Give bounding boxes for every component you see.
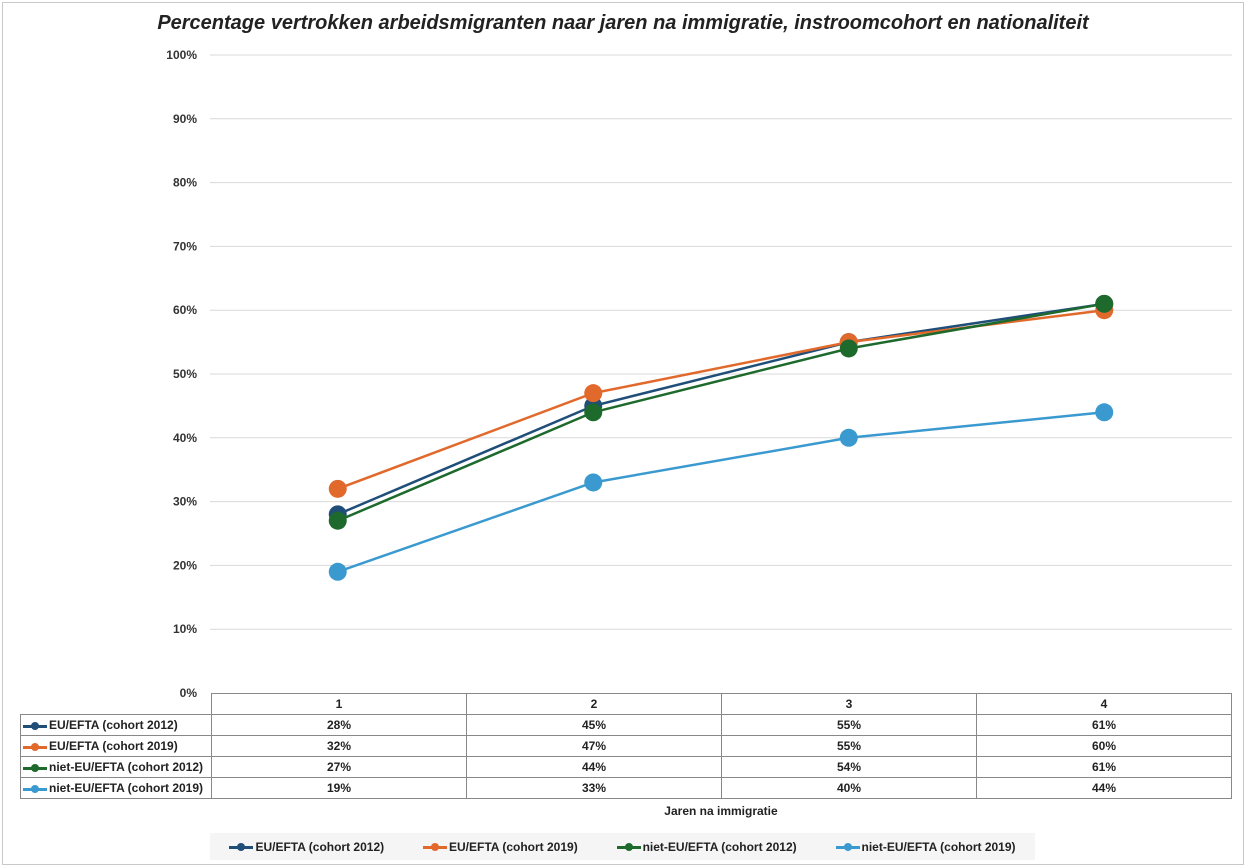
- y-tick-label: 100%: [166, 48, 197, 62]
- data-label: 40%: [721, 777, 977, 799]
- data-point: [328, 511, 347, 530]
- table-row: EU/EFTA (cohort 2012) 28% 45% 55% 61%: [20, 714, 1232, 736]
- series-key-icon: [23, 763, 47, 773]
- y-tick-label: 90%: [173, 112, 197, 126]
- legend-key-icon: [423, 842, 448, 852]
- legend: EU/EFTA (cohort 2012) EU/EFTA (cohort 201…: [210, 833, 1035, 860]
- series-key-icon: [23, 721, 47, 731]
- data-point: [1095, 294, 1114, 313]
- data-label: 47%: [466, 735, 722, 757]
- x-category-label: 1: [211, 693, 467, 715]
- legend-label: niet-EU/EFTA (cohort 2019): [861, 839, 1016, 854]
- table-row: niet-EU/EFTA (cohort 2019) 19% 33% 40% 44%: [20, 777, 1232, 799]
- data-label: 45%: [466, 714, 722, 736]
- data-point: [584, 384, 603, 403]
- chart-title: Percentage vertrokken arbeidsmigranten n…: [157, 12, 1089, 34]
- data-label: 61%: [976, 714, 1232, 736]
- legend-label: niet-EU/EFTA (cohort 2012): [642, 839, 797, 854]
- series-label: EU/EFTA (cohort 2012): [20, 714, 212, 736]
- table-corner: [21, 694, 212, 715]
- y-tick-label: 40%: [173, 431, 197, 445]
- y-tick-label: 70%: [173, 239, 197, 253]
- data-label: 33%: [466, 777, 722, 799]
- data-point: [584, 473, 603, 492]
- series-label: EU/EFTA (cohort 2019): [20, 735, 212, 757]
- data-table: 1 2 3 4 EU/EFTA (cohort 2012) 28% 45% 55% 61% EU/…: [20, 693, 1232, 799]
- legend-item: EU/EFTA (cohort 2012): [229, 840, 384, 854]
- data-point: [584, 403, 603, 422]
- data-point: [839, 428, 858, 447]
- data-label: 60%: [976, 735, 1232, 757]
- data-label: 61%: [976, 756, 1232, 778]
- legend-item: niet-EU/EFTA (cohort 2012): [616, 839, 797, 854]
- series-name: niet-EU/EFTA (cohort 2019): [49, 781, 204, 795]
- data-label: 55%: [721, 735, 977, 757]
- legend-label: EU/EFTA (cohort 2012): [255, 839, 385, 854]
- y-tick-label: 0%: [180, 686, 198, 700]
- legend-label: EU/EFTA (cohort 2019): [449, 839, 578, 854]
- table-row: niet-EU/EFTA (cohort 2012) 27% 44% 54% 61%: [20, 756, 1232, 778]
- y-tick-label: 80%: [173, 176, 197, 190]
- data-point: [328, 479, 347, 498]
- x-category-label: 2: [466, 693, 722, 715]
- y-tick-label: 50%: [173, 367, 197, 381]
- y-tick-label: 20%: [173, 558, 197, 572]
- series-key-icon: [23, 742, 47, 752]
- series-key-icon: [23, 784, 47, 794]
- series-line: [337, 308, 1105, 491]
- legend-item: EU/EFTA (cohort 2019): [423, 840, 578, 854]
- legend-key-icon: [616, 842, 641, 852]
- x-category-label: 4: [976, 693, 1232, 715]
- data-label: 55%: [721, 714, 977, 736]
- data-point: [328, 562, 347, 581]
- x-axis-label: Jaren na immigratie: [664, 804, 778, 818]
- series-label: niet-EU/EFTA (cohort 2019): [20, 777, 212, 799]
- data-label: 32%: [211, 735, 467, 757]
- series-name: niet-EU/EFTA (cohort 2012): [49, 760, 204, 774]
- x-category-label: 3: [721, 693, 977, 715]
- data-label: 27%: [211, 756, 467, 778]
- y-tick-label: 10%: [173, 622, 197, 636]
- series-name: EU/EFTA (cohort 2012): [49, 718, 178, 732]
- data-point: [839, 339, 858, 358]
- legend-key-icon: [229, 842, 254, 852]
- series-line: [337, 302, 1105, 522]
- series-line: [337, 302, 1105, 516]
- data-label: 44%: [976, 777, 1232, 799]
- y-tick-label: 60%: [173, 303, 197, 317]
- data-label: 54%: [721, 756, 977, 778]
- data-label: 44%: [466, 756, 722, 778]
- series-name: EU/EFTA (cohort 2019): [49, 739, 178, 753]
- data-label: 28%: [211, 714, 467, 736]
- legend-key-icon: [835, 842, 860, 852]
- legend-item: niet-EU/EFTA (cohort 2019): [835, 839, 1016, 854]
- data-label: 19%: [211, 777, 467, 799]
- series-label: niet-EU/EFTA (cohort 2012): [20, 756, 212, 778]
- table-row: EU/EFTA (cohort 2019) 32% 47% 55% 60%: [20, 735, 1232, 757]
- y-tick-label: 30%: [173, 495, 197, 509]
- series-line: [337, 411, 1105, 573]
- data-point: [1095, 403, 1114, 422]
